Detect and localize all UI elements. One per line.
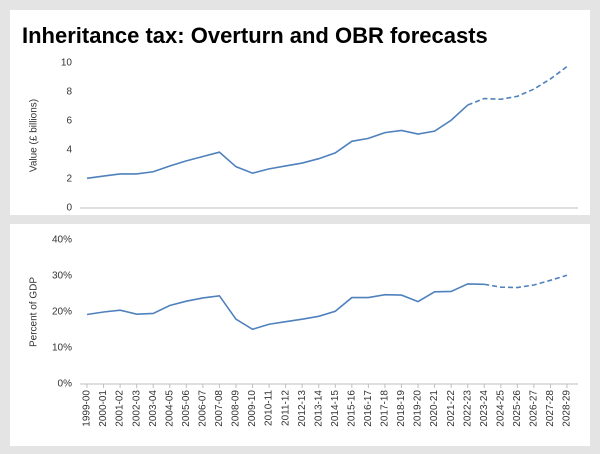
y-tick-label: 10: [61, 58, 73, 69]
x-tick-label: 2023-24: [479, 390, 490, 427]
x-tick-label: 2006-07: [198, 390, 209, 427]
x-tick-label: 2007-08: [214, 390, 225, 427]
x-tick-label: 1999-00: [82, 390, 93, 427]
line: [86, 104, 469, 180]
x-tick-label: 2004-05: [164, 390, 175, 427]
y-tick-label: 0%: [58, 379, 73, 390]
x-tick-label: 2021-22: [446, 390, 457, 427]
line: [86, 283, 485, 331]
x-tick-label: 2018-19: [396, 390, 407, 427]
x-tick-label: 2024-25: [495, 390, 506, 427]
y-tick-label: 20%: [52, 307, 72, 318]
y-tick-label: 10%: [52, 343, 72, 354]
y-axis-label: Percent of GDP: [29, 277, 40, 347]
y-tick-label: 8: [66, 87, 72, 98]
x-tick-label: 2028-29: [562, 390, 573, 427]
x-tick-label: 2017-18: [380, 390, 391, 427]
x-tick-label: 2003-04: [148, 390, 159, 427]
x-tick-label: 2016-17: [363, 390, 374, 427]
chart-title: Inheritance tax: Overturn and OBR foreca…: [22, 23, 488, 48]
y-tick-label: 2: [66, 174, 72, 185]
panel: [10, 224, 590, 446]
x-tick-label: 2000-01: [98, 390, 109, 427]
x-tick-label: 2012-13: [297, 390, 308, 427]
line: [467, 65, 568, 106]
x-tick-label: 2013-14: [313, 390, 324, 427]
x-tick-label: 2025-26: [512, 390, 523, 427]
y-tick-label: 4: [66, 145, 72, 156]
x-tick-label: 2008-09: [231, 390, 242, 427]
x-tick-label: 2020-21: [429, 390, 440, 427]
x-tick-label: 2026-27: [529, 390, 540, 427]
x-tick-label: 2001-02: [115, 390, 126, 427]
y-tick-label: 6: [66, 116, 72, 127]
panel: [10, 10, 590, 215]
x-tick-label: 2014-15: [330, 390, 341, 427]
x-tick-label: 2005-06: [181, 390, 192, 427]
x-tick-label: 2010-11: [264, 390, 275, 426]
y-axis-label: Value (£ billions): [29, 99, 40, 172]
y-tick-label: 40%: [52, 235, 72, 246]
x-tick-label: 2027-28: [545, 390, 556, 427]
line: [484, 274, 568, 289]
x-tick-label: 2015-16: [346, 390, 357, 427]
x-tick-label: 2022-23: [462, 390, 473, 427]
y-tick-label: 0: [66, 203, 72, 214]
x-tick-label: 2009-10: [247, 390, 258, 427]
x-tick-label: 2002-03: [131, 390, 142, 427]
y-tick-label: 30%: [52, 271, 72, 282]
x-tick-label: 2019-20: [413, 390, 424, 427]
x-tick-label: 2011-12: [280, 390, 291, 426]
